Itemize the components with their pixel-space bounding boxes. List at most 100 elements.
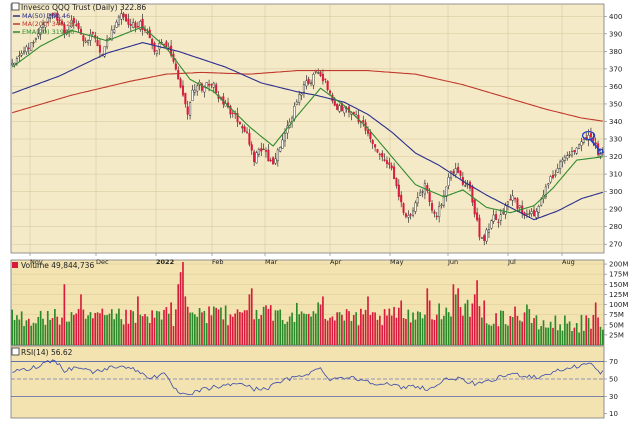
candle-body xyxy=(393,166,396,180)
candle-body xyxy=(435,215,438,218)
volume-bar xyxy=(132,311,134,345)
volume-bar xyxy=(305,314,308,345)
volume-bar xyxy=(310,316,312,345)
candle-body xyxy=(245,131,249,133)
candle-body xyxy=(480,237,483,239)
candle-body xyxy=(103,46,106,57)
candle-body xyxy=(310,82,313,84)
candle-body xyxy=(210,84,213,86)
candle-body xyxy=(378,153,381,156)
candle-body xyxy=(487,229,490,233)
volume-bar xyxy=(483,300,486,345)
candle-body xyxy=(117,16,120,25)
volume-bar xyxy=(443,315,445,345)
volume-bar xyxy=(51,318,54,345)
candle-body xyxy=(511,195,514,201)
volume-bar xyxy=(99,313,101,345)
candle-body xyxy=(34,38,37,40)
volume-bar xyxy=(331,316,334,345)
candle-body xyxy=(165,41,168,47)
candle-body xyxy=(537,206,540,213)
volume-bar xyxy=(578,332,580,345)
volume-bar xyxy=(196,316,199,345)
annotation-dot xyxy=(597,148,604,155)
volume-bar xyxy=(367,296,369,345)
candle-body xyxy=(383,159,386,161)
volume-bar xyxy=(27,318,30,345)
volume-bar xyxy=(68,321,70,345)
candle-body xyxy=(44,21,47,28)
price-tick-label: 350 xyxy=(609,100,622,108)
volume-bar xyxy=(431,319,433,345)
candle-body xyxy=(397,184,400,197)
candle-body xyxy=(70,20,73,28)
price-tick-label: 310 xyxy=(609,171,622,179)
candle-body xyxy=(18,55,21,58)
volume-bar xyxy=(329,317,331,345)
x-tick-label: Nov xyxy=(30,258,43,266)
volume-bar xyxy=(274,310,277,345)
candle-body xyxy=(253,151,256,162)
price-panel-title: Invesco QQQ Trust (Daily) 322.86 xyxy=(21,3,146,12)
candle-body xyxy=(504,205,507,215)
x-tick-label: 2022 xyxy=(156,258,174,266)
candle-body xyxy=(146,31,149,34)
candle-body xyxy=(243,126,246,132)
candle-body xyxy=(464,185,467,187)
candle-body xyxy=(578,144,581,149)
volume-bar xyxy=(488,324,490,345)
candle-body xyxy=(381,153,384,158)
volume-bar xyxy=(499,310,502,345)
volume-bar xyxy=(345,309,348,345)
candle-body xyxy=(506,201,509,205)
x-tick-label: May xyxy=(390,258,404,266)
candle-body xyxy=(257,148,260,155)
volume-bar xyxy=(590,328,592,345)
volume-bar xyxy=(402,318,405,345)
candle-body xyxy=(449,170,453,179)
candle-body xyxy=(91,31,94,34)
ema20-line xyxy=(11,26,603,214)
volume-bar xyxy=(594,302,597,345)
volume-bar xyxy=(258,318,260,345)
candle-body xyxy=(238,121,241,125)
candle-body xyxy=(336,104,339,110)
candle-body xyxy=(414,202,417,212)
candle-body xyxy=(125,14,128,22)
volume-bar xyxy=(585,315,588,345)
volume-legend-swatch xyxy=(12,262,18,268)
volume-bar xyxy=(336,312,338,345)
volume-bar xyxy=(94,312,97,345)
candle-body xyxy=(554,174,557,176)
volume-bar xyxy=(172,326,175,345)
price-tick-label: 380 xyxy=(609,48,622,56)
candle-body xyxy=(407,215,410,218)
price-tick-label: 300 xyxy=(609,188,622,196)
volume-bar xyxy=(272,320,274,345)
volume-bar xyxy=(450,316,452,345)
candle-body xyxy=(385,160,388,164)
volume-bar xyxy=(37,316,40,345)
volume-bar xyxy=(118,308,120,345)
candle-body xyxy=(305,80,308,87)
volume-bar xyxy=(236,309,239,345)
candle-body xyxy=(326,80,329,91)
volume-bar xyxy=(352,315,355,345)
volume-bar xyxy=(222,319,225,345)
volume-bar xyxy=(497,326,500,345)
candle-body xyxy=(476,212,479,221)
volume-bar xyxy=(54,308,56,345)
volume-bar xyxy=(175,309,177,345)
volume-tick-label: 75M xyxy=(609,311,624,319)
candle-body xyxy=(208,83,211,86)
candle-body xyxy=(329,90,332,94)
volume-bar xyxy=(227,325,229,345)
volume-bar xyxy=(516,315,519,345)
candle-body xyxy=(132,22,135,28)
volume-bar xyxy=(120,319,123,345)
volume-bar xyxy=(179,272,182,345)
candle-body xyxy=(141,18,144,31)
volume-bar xyxy=(42,318,44,345)
volume-bar xyxy=(205,323,208,345)
